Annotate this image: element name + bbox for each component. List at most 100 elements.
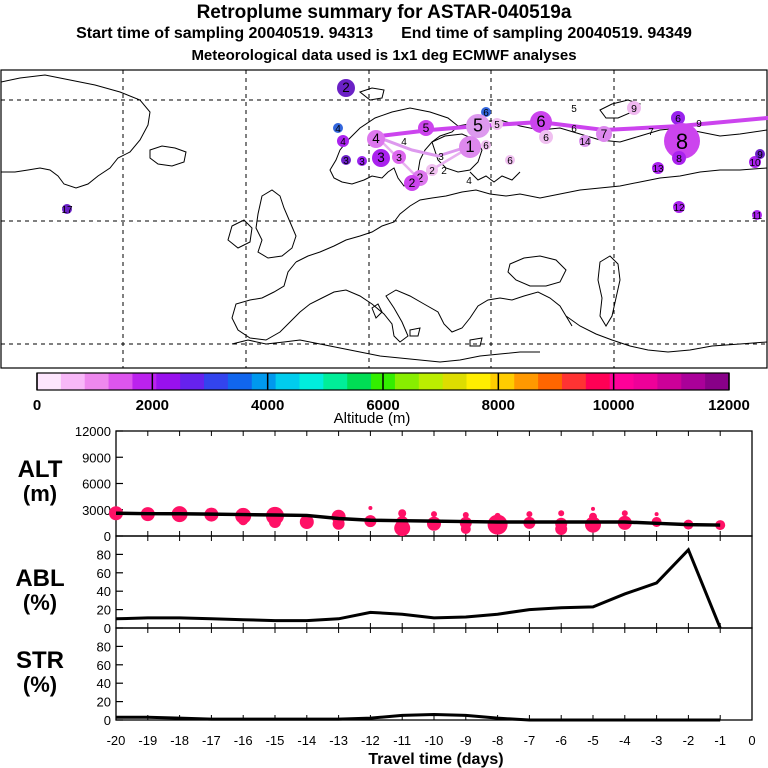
alt-point xyxy=(621,510,628,517)
plume-label-21: 14 xyxy=(579,135,591,148)
plume-label-text: 4 xyxy=(335,124,341,135)
plume-marker xyxy=(466,114,490,138)
plume-label-30: 2 xyxy=(441,166,447,177)
colorbar-cell xyxy=(204,373,229,390)
x-tick-label: -16 xyxy=(234,733,253,748)
iceland-coast xyxy=(149,145,187,167)
abl-ytick-label: 20 xyxy=(97,603,111,618)
x-tick-label: -6 xyxy=(555,733,567,748)
str-y-ticks: 80 60 40 20 0 xyxy=(97,628,753,728)
alt-ytick-label: 3000 xyxy=(82,503,111,518)
colorbar-cell xyxy=(394,373,420,390)
plume-label-0: 2 xyxy=(337,79,355,97)
plume-marker xyxy=(357,156,367,166)
plume-label-text: 3 xyxy=(396,152,402,164)
plume-label-text: 8 xyxy=(676,153,682,165)
plume-label-18: 4 xyxy=(401,137,407,148)
plume-label-text: 7 xyxy=(601,127,608,141)
colorbar-cell xyxy=(275,373,300,390)
alt-point xyxy=(299,515,314,529)
plume-marker xyxy=(596,126,612,142)
plume-marker xyxy=(491,118,503,130)
alt-mean-line xyxy=(115,511,721,527)
black-sea xyxy=(507,255,567,287)
abl-ytick-label: 0 xyxy=(104,621,111,636)
plume-label-text: 17 xyxy=(61,205,73,216)
met-data-note: Meteorological data used is 1x1 deg ECMW… xyxy=(191,47,577,64)
colorbar-cell xyxy=(60,373,86,390)
colorbar-tick-label: 4000 xyxy=(251,397,284,414)
x-tick-label: -19 xyxy=(138,733,157,748)
plume-label-text: 1 xyxy=(465,138,474,156)
alt-point xyxy=(558,510,565,517)
str-label: STR xyxy=(16,647,64,674)
alt-point xyxy=(431,511,437,518)
plume-label-22: 3 xyxy=(438,152,444,163)
plume-marker xyxy=(62,204,72,214)
plume-label-29: 2 xyxy=(426,164,438,177)
colorbar-cell xyxy=(466,373,491,390)
plume-marker xyxy=(579,135,591,147)
plume-marker xyxy=(539,130,553,144)
alt-unit: (m) xyxy=(23,481,57,506)
plume-track-south xyxy=(380,140,472,180)
plume-label-12: 6 xyxy=(571,124,577,135)
plume-label-10: 6 xyxy=(530,111,552,133)
x-tick-label: -15 xyxy=(266,733,285,748)
colorbar-tick-label: 2000 xyxy=(136,397,169,414)
colorbar-cell xyxy=(705,373,730,390)
plume-label-text: 9 xyxy=(631,103,637,115)
plume-label-text: 3 xyxy=(438,152,444,163)
alt-point xyxy=(526,511,533,518)
plume-label-text: 6 xyxy=(571,124,577,135)
map-frame xyxy=(0,69,768,369)
alt-point xyxy=(654,512,659,517)
alt-point xyxy=(368,506,373,510)
plume-marker xyxy=(459,136,481,158)
plume-label-13: 7 xyxy=(596,126,612,142)
plume-label-32: 10 xyxy=(749,156,761,169)
alt-point xyxy=(332,517,345,530)
iberia-coast xyxy=(231,261,573,343)
alt-point xyxy=(589,512,597,521)
plume-label-16: 8 xyxy=(664,123,700,159)
plume-label-text: 14 xyxy=(579,137,591,148)
plume-label-26: 3 xyxy=(357,156,367,168)
plume-label-text: 9 xyxy=(696,119,702,130)
plume-label-text: 2 xyxy=(429,166,435,177)
europe-coast xyxy=(295,167,767,263)
str-ytick-label: 60 xyxy=(97,658,111,673)
alt-ytick-label: 9000 xyxy=(82,450,111,465)
plume-marker xyxy=(404,175,420,191)
x-tick-label: -12 xyxy=(361,733,380,748)
alt-ytick-label: 12000 xyxy=(75,424,111,439)
plume-marker xyxy=(627,101,641,115)
plume-label-39: 11 xyxy=(752,210,763,222)
plume-marker xyxy=(671,111,685,125)
plume-marker xyxy=(755,149,765,159)
plume-label-1: 6 xyxy=(481,107,491,119)
str-ytick-label: 40 xyxy=(97,676,111,691)
plume-marker xyxy=(337,135,349,147)
x-tick-label: -7 xyxy=(524,733,536,748)
alt-point xyxy=(462,512,469,518)
abl-line xyxy=(115,547,722,629)
plume-label-23: 6 xyxy=(505,155,515,167)
alt-y-ticks: 12000 9000 6000 3000 0 xyxy=(75,424,753,544)
plume-marker xyxy=(341,155,351,165)
plume-marker xyxy=(672,151,686,165)
plume-label-text: 11 xyxy=(752,211,763,222)
colorbar-cell xyxy=(251,373,277,390)
colorbar-tick-label: 12000 xyxy=(708,397,750,414)
plume-label-text: 8 xyxy=(676,129,688,154)
plume-label-text: 2 xyxy=(441,166,447,177)
x-tick-label: 0 xyxy=(748,733,755,748)
x-tick-label: -8 xyxy=(492,733,504,748)
alt-point xyxy=(238,515,249,526)
x-tick-label: -17 xyxy=(202,733,221,748)
plume-label-text: 5 xyxy=(571,104,577,115)
colorbar-cell xyxy=(442,373,468,390)
plume-label-7: 5 xyxy=(418,120,434,136)
ireland-coast xyxy=(227,219,253,249)
plume-label-9: 5 xyxy=(491,118,503,131)
